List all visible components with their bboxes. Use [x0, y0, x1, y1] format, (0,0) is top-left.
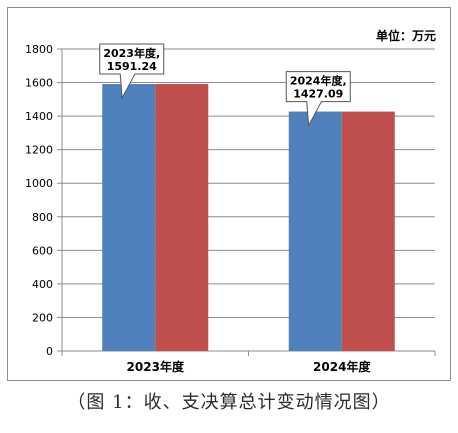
y-tick-label: 800 — [32, 211, 53, 224]
callout-category: 2023年度, — [103, 46, 160, 60]
data-callout-box — [99, 43, 165, 100]
x-tick-label: 2024年度 — [313, 359, 371, 374]
y-tick-label: 0 — [46, 345, 53, 358]
bar-series1-2 — [288, 111, 342, 351]
y-tick-label: 1600 — [25, 77, 53, 90]
callout-value: 1591.24 — [107, 60, 157, 73]
y-tick-label: 1000 — [25, 177, 53, 190]
bar-series2-2 — [341, 111, 395, 351]
bar-series2-1 — [155, 84, 209, 351]
y-tick-label: 1200 — [25, 144, 53, 157]
figure-caption: （图 1：收、支决算总计变动情况图） — [67, 392, 391, 413]
x-tick-label: 2023年度 — [127, 359, 185, 374]
callout-value: 1427.09 — [293, 88, 343, 101]
y-tick-label: 600 — [32, 244, 53, 257]
callout-category: 2024年度, — [290, 74, 347, 88]
y-tick-label: 400 — [32, 278, 53, 291]
bar-series1-1 — [102, 84, 156, 351]
y-tick-label: 1800 — [25, 43, 53, 56]
data-callout-box — [285, 71, 351, 128]
y-tick-label: 200 — [32, 311, 53, 324]
y-tick-label: 1400 — [25, 110, 53, 123]
unit-label: 单位：万元 — [376, 28, 436, 43]
